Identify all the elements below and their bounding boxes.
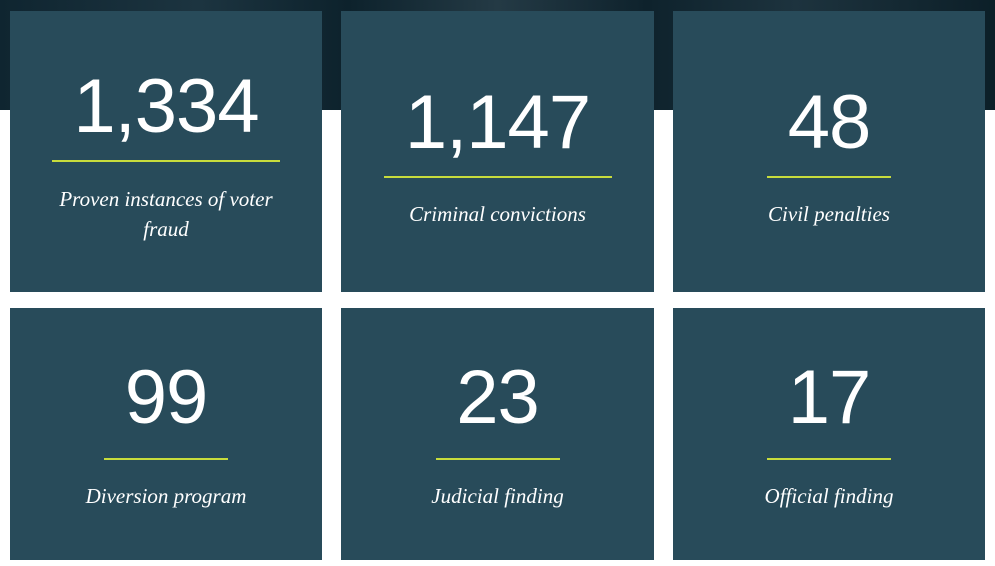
accent-divider — [767, 458, 891, 460]
accent-divider — [52, 160, 280, 162]
stat-label: Criminal convictions — [409, 202, 586, 226]
stat-card-civil-penalties: 48 Civil penalties — [673, 11, 985, 292]
stat-label: Judicial finding — [431, 484, 564, 508]
accent-divider — [435, 458, 560, 460]
stat-value: 17 — [787, 355, 872, 440]
accent-divider — [104, 458, 228, 460]
accent-divider — [383, 176, 612, 178]
stat-card-proven-instances: 1,334 Proven instances of voter fraud — [10, 11, 322, 292]
stat-label: Official finding — [764, 484, 894, 508]
accent-divider — [767, 176, 891, 178]
stat-value: 99 — [124, 355, 209, 440]
stat-card-official-finding: 17 Official finding — [673, 308, 985, 560]
stat-card-criminal-convictions: 1,147 Criminal convictions — [341, 11, 654, 292]
stat-label: Diversion program — [85, 484, 247, 508]
stat-label: Civil penalties — [768, 202, 890, 226]
stat-value: 48 — [787, 80, 872, 165]
stat-card-judicial-finding: 23 Judicial finding — [341, 308, 654, 560]
stat-card-diversion-program: 99 Diversion program — [10, 308, 322, 560]
stat-value: 1,147 — [404, 80, 591, 165]
stat-label: Proven instances of voter fraud — [59, 187, 273, 241]
stat-value: 23 — [456, 355, 540, 440]
stat-value: 1,334 — [73, 64, 259, 149]
